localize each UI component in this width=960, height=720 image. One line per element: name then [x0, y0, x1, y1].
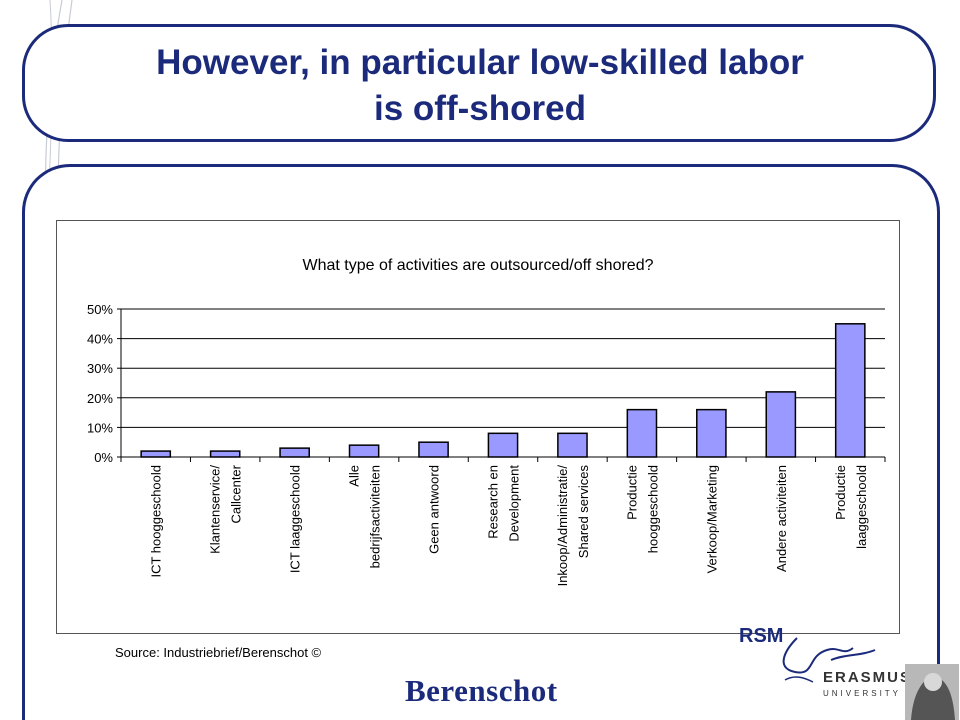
x-category-label: ICT laaggeschoold — [288, 465, 303, 573]
x-category-label: Callcenter — [229, 464, 244, 523]
bar-chart: What type of activities are outsourced/o… — [56, 220, 900, 634]
erasmus-logo-text: ERASMUS — [823, 669, 912, 686]
y-tick-label: 40% — [87, 332, 113, 347]
slide-title: However, in particular low-skilled labor… — [40, 40, 920, 132]
y-tick-label: 50% — [87, 302, 113, 317]
rsm-erasmus-logo: RSM ERASMUS UNIVERSITY — [739, 625, 959, 720]
title-frame — [22, 24, 936, 142]
bar — [834, 323, 866, 458]
chart-title: What type of activities are outsourced/o… — [302, 257, 654, 274]
slide-title-line2: is off-shored — [374, 89, 586, 128]
x-category-label: Research en — [486, 465, 501, 539]
x-category-label: Shared services — [576, 465, 591, 559]
x-category-label: Productie — [833, 465, 848, 520]
y-tick-label: 20% — [87, 391, 113, 406]
x-category-label: Klantenservice/ — [208, 465, 223, 554]
bar — [348, 444, 380, 458]
bar — [626, 408, 658, 458]
bar — [279, 447, 310, 458]
bar — [557, 432, 588, 458]
x-category-label: bedrijfsactiviteiten — [368, 465, 383, 568]
x-category-label: Productie — [624, 465, 639, 520]
x-category-label: Verkoop/Marketing — [704, 465, 719, 573]
x-category-label: laaggeschoold — [854, 465, 869, 549]
university-logo-text: UNIVERSITY — [823, 689, 901, 698]
rsm-logo-text: RSM — [739, 625, 783, 647]
chart-plot: 0% 10% 20% 30% 40% 50% ICT hooggeschoold Klante… — [87, 302, 886, 587]
y-tick-label: 10% — [87, 420, 113, 435]
source-note: Source: Industriebrief/Berenschot © — [115, 645, 322, 660]
bar — [140, 450, 172, 458]
x-category-label: Alle — [347, 465, 362, 487]
bar — [209, 450, 241, 458]
x-category-label: Geen antwoord — [427, 465, 442, 554]
bar — [696, 408, 727, 458]
bar — [418, 441, 449, 458]
x-category-label: Development — [507, 465, 522, 542]
bar — [765, 391, 797, 458]
x-category-label: Andere activiteiten — [774, 465, 789, 572]
slide-title-line1: However, in particular low-skilled labor — [156, 43, 804, 82]
x-category-label: hooggeschoold — [645, 465, 660, 553]
berenschot-logo: Berenschot — [405, 673, 558, 708]
x-category-label: ICT hooggeschoold — [149, 465, 164, 578]
y-tick-label: 30% — [87, 361, 113, 376]
x-category-label: Inkoop/Administratie/ — [555, 465, 570, 587]
y-tick-label: 0% — [94, 450, 113, 465]
bar — [487, 432, 519, 458]
